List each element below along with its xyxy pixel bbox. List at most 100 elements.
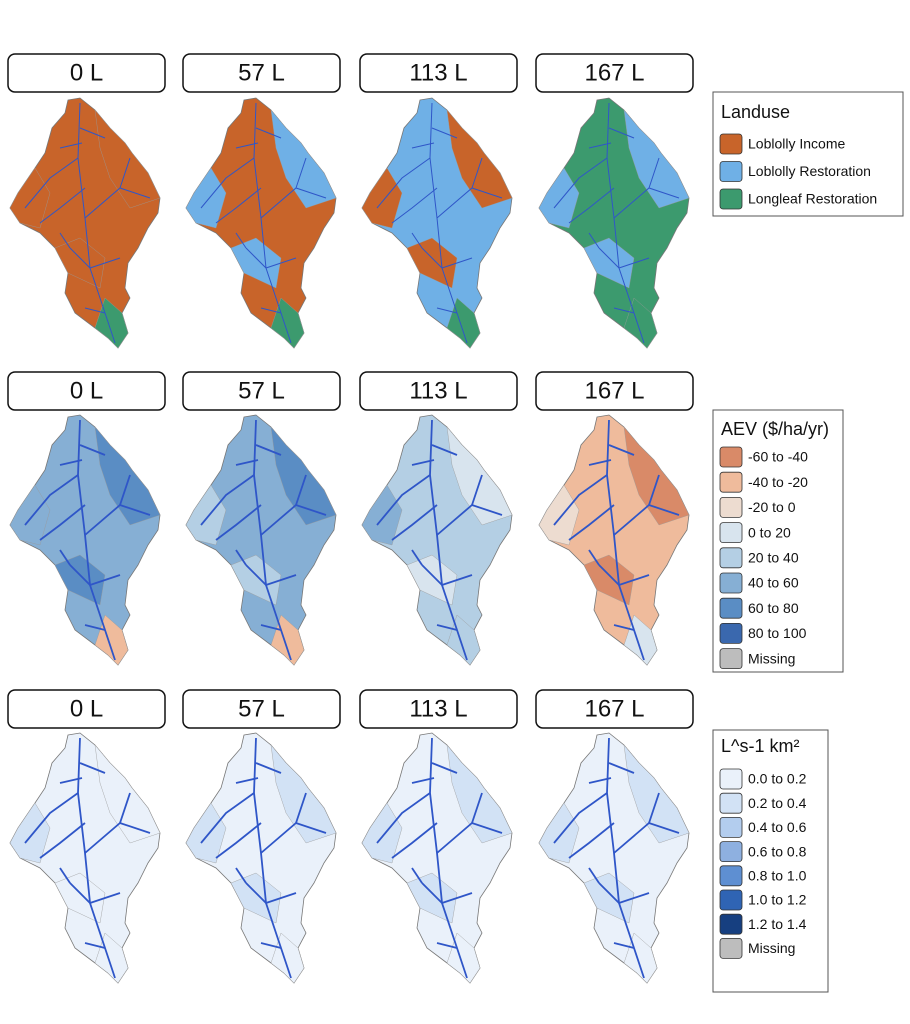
stream xyxy=(588,232,600,249)
legend-title: AEV ($/ha/yr) xyxy=(721,419,829,439)
stream xyxy=(295,792,307,824)
stream xyxy=(431,762,458,774)
panel-label-box xyxy=(535,53,694,93)
stream xyxy=(119,792,131,824)
stream xyxy=(253,102,292,344)
legend-box xyxy=(712,91,904,217)
stream xyxy=(648,792,660,824)
legend-label: -40 to -20 xyxy=(748,474,808,490)
stream xyxy=(253,737,292,979)
subbasin-patch xyxy=(446,744,513,844)
panel-label: 0 L xyxy=(70,59,103,86)
stream xyxy=(618,257,650,269)
panel-label: 113 L xyxy=(409,377,467,404)
legend-label: 0.0 to 0.2 xyxy=(748,771,807,787)
stream xyxy=(598,247,620,269)
stream xyxy=(255,127,282,139)
map xyxy=(9,732,161,984)
stream xyxy=(648,157,660,189)
subbasin-patch xyxy=(538,167,580,229)
panel-label-box xyxy=(182,689,341,729)
stream xyxy=(89,257,121,269)
subbasin-patch xyxy=(446,297,481,349)
legend-swatch xyxy=(719,572,743,594)
legend-label: 1.2 to 1.4 xyxy=(748,916,807,932)
panel-label: 167 L xyxy=(584,377,644,404)
stream xyxy=(235,867,247,884)
stream xyxy=(265,257,297,269)
stream xyxy=(235,459,259,466)
stream xyxy=(613,942,635,949)
subbasin-patch xyxy=(185,167,227,229)
stream xyxy=(253,419,292,661)
subbasin-patch xyxy=(270,297,305,349)
legend-label: 0.8 to 1.0 xyxy=(748,868,807,884)
stream xyxy=(260,942,282,949)
stream xyxy=(69,247,91,269)
legend-title: Landuse xyxy=(721,102,790,122)
stream xyxy=(568,822,615,859)
panel-label-box xyxy=(359,689,518,729)
subbasin-patch xyxy=(538,484,580,546)
stream xyxy=(215,187,262,224)
stream xyxy=(39,187,86,224)
panel-label-box xyxy=(359,371,518,411)
stream xyxy=(376,157,431,209)
stream xyxy=(606,737,645,979)
legend-label: -60 to -40 xyxy=(748,449,808,465)
legend-title: L^s-1 km² xyxy=(721,736,799,756)
panel-label: 113 L xyxy=(409,59,467,86)
panel-label: 0 L xyxy=(70,377,103,404)
panel-label-box xyxy=(7,371,166,411)
stream xyxy=(613,307,635,314)
stream xyxy=(606,102,645,344)
panel-label-box xyxy=(535,371,694,411)
legend-label: 0 to 20 xyxy=(748,524,791,540)
stream xyxy=(69,564,91,586)
legend-label: 0.6 to 0.8 xyxy=(748,843,807,859)
subbasin-patch xyxy=(270,109,337,209)
stream xyxy=(471,157,483,189)
stream xyxy=(119,474,131,506)
stream xyxy=(608,762,635,774)
map xyxy=(185,732,337,984)
stream xyxy=(59,142,83,149)
panel-label: 167 L xyxy=(584,59,644,86)
panel-label: 57 L xyxy=(238,377,285,404)
subbasin-patch xyxy=(9,484,51,546)
subbasin-patch xyxy=(270,744,337,844)
legend-swatch xyxy=(719,161,743,182)
stream xyxy=(411,142,435,149)
stream xyxy=(200,157,255,209)
stream xyxy=(119,157,131,189)
panel-label: 0 L xyxy=(70,695,103,722)
stream xyxy=(77,419,116,661)
legend-label: 40 to 60 xyxy=(748,575,799,591)
stream xyxy=(431,127,458,139)
subbasin-patch xyxy=(623,109,690,209)
stream xyxy=(245,882,267,904)
stream xyxy=(429,419,468,661)
stream xyxy=(265,892,297,904)
stream xyxy=(59,867,71,884)
legend-label: Missing xyxy=(748,940,795,956)
map xyxy=(185,97,337,349)
stream xyxy=(429,102,468,344)
stream xyxy=(618,574,650,586)
stream xyxy=(553,474,608,526)
stream xyxy=(24,792,79,844)
legend-label: 80 to 100 xyxy=(748,625,807,641)
stream xyxy=(79,444,106,456)
stream xyxy=(79,127,106,139)
stream xyxy=(84,624,106,631)
legend-swatch xyxy=(719,792,743,814)
stream xyxy=(84,307,106,314)
stream xyxy=(648,474,660,506)
subbasin-patch xyxy=(94,109,161,209)
stream xyxy=(553,792,608,844)
legend-label: -20 to 0 xyxy=(748,499,796,515)
legend-label: Loblolly Restoration xyxy=(748,163,871,179)
map xyxy=(9,97,161,349)
